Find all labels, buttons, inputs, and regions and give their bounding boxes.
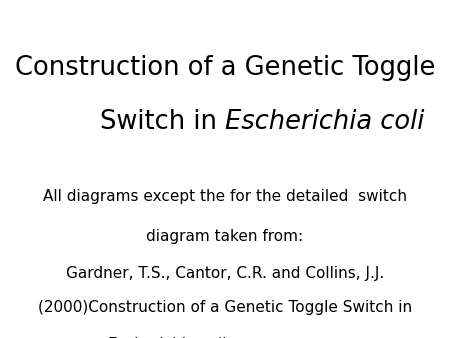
Text: Switch in: Switch in bbox=[100, 109, 225, 135]
Text: Construction of a Genetic Toggle: Construction of a Genetic Toggle bbox=[15, 55, 435, 80]
Text: Escherichia coli: Escherichia coli bbox=[107, 337, 225, 338]
Text: Escherichia coli: Escherichia coli bbox=[225, 109, 424, 135]
Text: Gardner, T.S., Cantor, C.R. and Collins, J.J.: Gardner, T.S., Cantor, C.R. and Collins,… bbox=[66, 266, 384, 281]
Text: All diagrams except the for the detailed  switch: All diagrams except the for the detailed… bbox=[43, 189, 407, 203]
Text: (2000)Construction of a Genetic Toggle Switch in: (2000)Construction of a Genetic Toggle S… bbox=[38, 300, 412, 315]
Text: Nature 403 (6767) 339-343: Nature 403 (6767) 339-343 bbox=[225, 337, 440, 338]
Text: diagram taken from:: diagram taken from: bbox=[146, 229, 304, 244]
